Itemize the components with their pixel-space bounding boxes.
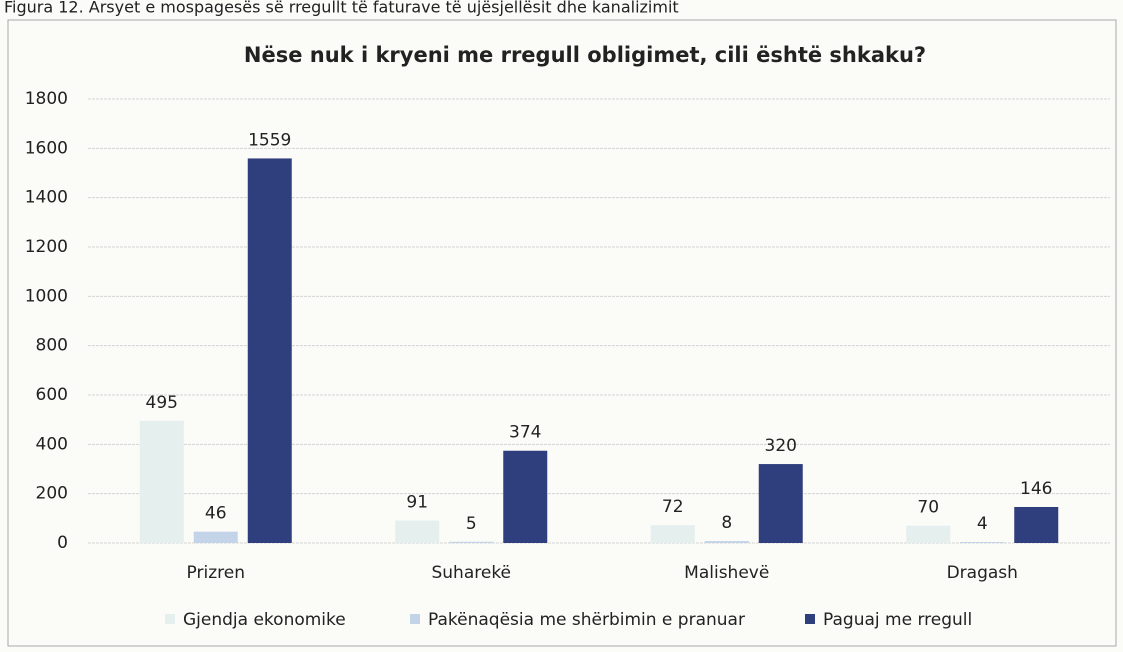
bar bbox=[1014, 506, 1059, 543]
legend-swatch bbox=[410, 614, 420, 624]
bar bbox=[449, 541, 494, 543]
value-label: 46 bbox=[205, 504, 227, 524]
y-tick-label: 0 bbox=[57, 533, 68, 553]
y-tick-label: 1400 bbox=[25, 188, 68, 208]
bar bbox=[704, 541, 749, 543]
value-label: 1559 bbox=[248, 130, 291, 150]
value-label: 4 bbox=[977, 514, 988, 534]
y-tick-label: 800 bbox=[36, 336, 68, 356]
y-tick-label: 400 bbox=[36, 434, 68, 454]
bar bbox=[193, 531, 238, 543]
legend-label: Pakënaqësia me shërbimin e pranuar bbox=[428, 610, 745, 630]
x-tick-label: Dragash bbox=[947, 563, 1018, 583]
legend-label: Paguaj me rregull bbox=[823, 610, 972, 630]
value-label: 70 bbox=[917, 498, 939, 518]
legend-swatch bbox=[165, 614, 175, 624]
bar bbox=[650, 525, 695, 543]
value-label: 91 bbox=[406, 493, 428, 513]
y-tick-label: 1800 bbox=[25, 89, 68, 109]
y-tick-label: 1200 bbox=[25, 237, 68, 257]
x-tick-label: Malishevë bbox=[684, 563, 769, 583]
bar bbox=[960, 542, 1005, 543]
value-label: 374 bbox=[509, 423, 541, 443]
value-label: 320 bbox=[765, 436, 797, 456]
chart-title: Nëse nuk i kryeni me rregull obligimet, … bbox=[244, 43, 926, 67]
value-label: 495 bbox=[146, 393, 178, 413]
bar bbox=[758, 464, 803, 543]
legend-label: Gjendja ekonomike bbox=[183, 610, 346, 630]
chart-frame bbox=[7, 19, 1117, 647]
legend-swatch bbox=[805, 614, 815, 624]
value-label: 5 bbox=[466, 514, 477, 534]
bar bbox=[247, 158, 292, 544]
value-label: 72 bbox=[662, 497, 684, 517]
bar bbox=[503, 450, 548, 543]
bar bbox=[906, 525, 951, 543]
y-tick-label: 200 bbox=[36, 484, 68, 504]
x-tick-label: Prizren bbox=[187, 563, 245, 583]
value-label: 8 bbox=[721, 513, 732, 533]
bar bbox=[139, 420, 184, 543]
value-label: 146 bbox=[1020, 479, 1052, 499]
y-tick-label: 1000 bbox=[25, 286, 68, 306]
y-tick-label: 1600 bbox=[25, 138, 68, 158]
caption: Figura 12. Arsyet e mospagesës së rregul… bbox=[4, 0, 679, 17]
y-tick-label: 600 bbox=[36, 385, 68, 405]
x-tick-label: Suharekë bbox=[431, 563, 511, 583]
bar bbox=[395, 520, 440, 543]
